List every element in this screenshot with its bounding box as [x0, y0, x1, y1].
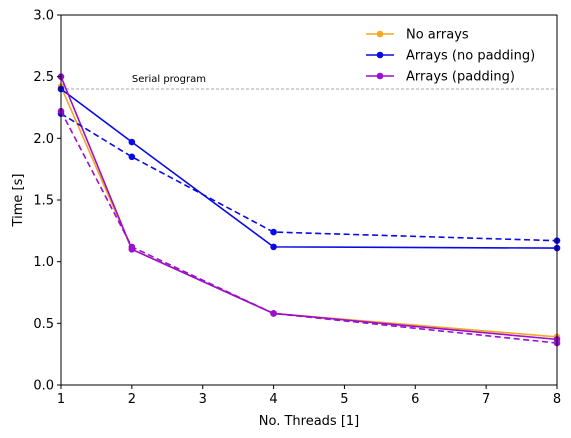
y-tick-label: 0.0: [33, 379, 54, 394]
y-tick-label: 0.5: [33, 317, 54, 332]
x-tick-label: 5: [340, 392, 348, 407]
y-tick-label: 2.5: [33, 70, 54, 85]
legend-item: No arrays: [366, 28, 469, 43]
series-dashed-0a0ae6: [57, 110, 561, 244]
series-no-arrays: [57, 83, 561, 341]
x-tick-label: 8: [553, 392, 561, 407]
y-tick-label: 1.0: [33, 255, 54, 270]
legend: No arrays Arrays (no padding) Arrays (padd…: [366, 28, 535, 85]
x-tick-label: 4: [269, 392, 277, 407]
legend-marker: [376, 30, 384, 38]
series-line: [60, 88, 558, 249]
series-line: [60, 112, 558, 242]
x-tick-label: 6: [411, 392, 419, 407]
legend-label: Arrays (no padding): [406, 49, 535, 64]
serial-program-annotation: Serial program: [132, 74, 206, 85]
legend-label: Arrays (padding): [406, 70, 515, 85]
legend-item: Arrays (no padding): [366, 49, 535, 64]
series-arrays-no-padding: [57, 85, 561, 252]
series-line: [60, 110, 558, 344]
legend-marker: [376, 51, 384, 59]
series-arrays-padding: [57, 73, 561, 343]
series-layer: [57, 73, 561, 347]
series-line: [60, 76, 558, 341]
y-axis-label: Time [s]: [11, 174, 26, 228]
data-point: [128, 138, 136, 146]
x-tick-label: 2: [128, 392, 136, 407]
x-tick-label: 7: [482, 392, 490, 407]
x-axis-label: No. Threads [1]: [259, 414, 360, 429]
x-tick-label: 1: [57, 392, 65, 407]
data-point: [128, 243, 136, 251]
y-tick-label: 2.0: [33, 132, 54, 147]
data-point: [270, 228, 277, 236]
data-point: [128, 153, 136, 161]
x-tick-label: 3: [199, 392, 207, 407]
data-point: [270, 310, 277, 317]
legend-item: Arrays (padding): [366, 70, 515, 85]
legend-label: No arrays: [406, 28, 469, 43]
data-point: [270, 243, 277, 251]
series-line: [60, 86, 558, 338]
ticks-layer: 1 2 3 4 5 6 7 8 0.0 0.5 1.0 1.5 2.0 2.5 3.0: [33, 9, 561, 408]
y-tick-label: 1.5: [33, 194, 54, 209]
y-tick-label: 3.0: [33, 9, 54, 24]
legend-marker: [376, 72, 384, 80]
